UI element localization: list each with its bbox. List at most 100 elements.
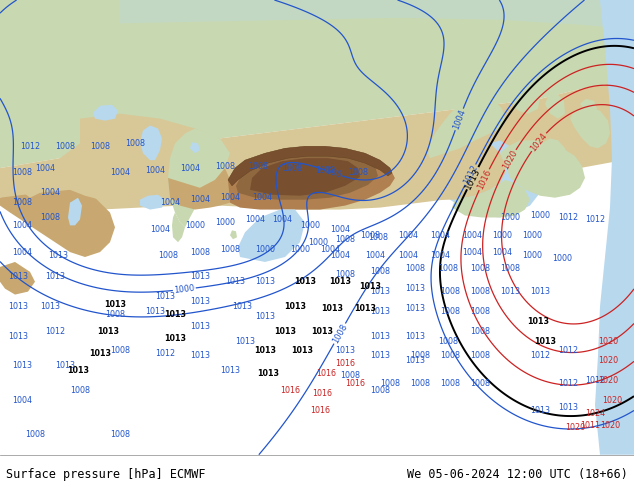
Polygon shape xyxy=(0,79,634,210)
Text: 1004: 1004 xyxy=(398,231,418,240)
Polygon shape xyxy=(20,114,230,200)
Text: 1000: 1000 xyxy=(522,250,542,260)
Text: 1008: 1008 xyxy=(440,351,460,360)
Text: 1008: 1008 xyxy=(470,307,490,316)
Text: 1012: 1012 xyxy=(585,376,605,385)
Text: 1013: 1013 xyxy=(235,337,255,345)
Text: 1013: 1013 xyxy=(145,307,165,316)
Polygon shape xyxy=(140,125,162,160)
Text: 1008: 1008 xyxy=(125,139,145,148)
Text: 1012: 1012 xyxy=(530,351,550,360)
Text: 1000: 1000 xyxy=(173,284,195,295)
Text: 1008: 1008 xyxy=(438,265,458,273)
Text: 1008: 1008 xyxy=(158,250,178,260)
Text: 1008: 1008 xyxy=(12,169,32,177)
Text: 1008: 1008 xyxy=(70,386,90,395)
Text: 1004: 1004 xyxy=(12,247,32,257)
Text: 1000: 1000 xyxy=(552,254,572,264)
Text: 996: 996 xyxy=(325,166,342,180)
Polygon shape xyxy=(447,140,540,218)
Text: 1004: 1004 xyxy=(12,396,32,405)
Text: 1004: 1004 xyxy=(160,198,180,207)
Text: 1013: 1013 xyxy=(527,317,549,326)
Polygon shape xyxy=(0,262,35,294)
Text: 1013: 1013 xyxy=(67,366,89,375)
Polygon shape xyxy=(228,147,392,186)
Text: 1004: 1004 xyxy=(150,225,170,234)
Text: We 05-06-2024 12:00 UTC (18+66): We 05-06-2024 12:00 UTC (18+66) xyxy=(407,467,628,481)
Text: 1013: 1013 xyxy=(274,327,296,336)
Text: 1016: 1016 xyxy=(280,386,300,395)
Text: 1000: 1000 xyxy=(500,213,520,222)
Text: 1000: 1000 xyxy=(530,211,550,220)
Text: 1008: 1008 xyxy=(348,169,368,177)
Text: 1004: 1004 xyxy=(110,169,130,177)
Polygon shape xyxy=(0,190,115,257)
Text: 1013: 1013 xyxy=(405,332,425,341)
Text: 1013: 1013 xyxy=(12,361,32,370)
Polygon shape xyxy=(428,97,505,158)
Text: 1013: 1013 xyxy=(8,272,28,281)
Polygon shape xyxy=(452,180,530,218)
Text: 1008: 1008 xyxy=(40,213,60,222)
Text: 1013: 1013 xyxy=(190,272,210,281)
Text: 1013: 1013 xyxy=(8,332,28,341)
Polygon shape xyxy=(168,128,230,227)
Text: 1008: 1008 xyxy=(12,198,32,207)
Text: 1013: 1013 xyxy=(255,312,275,321)
Text: 1016: 1016 xyxy=(310,406,330,415)
Polygon shape xyxy=(0,0,120,158)
Text: 1008: 1008 xyxy=(440,307,460,316)
Text: 1013: 1013 xyxy=(155,292,175,301)
Polygon shape xyxy=(190,143,200,153)
Text: 1020: 1020 xyxy=(598,337,618,345)
Text: 1013: 1013 xyxy=(370,307,390,316)
Text: 1008: 1008 xyxy=(90,142,110,151)
Text: 1008: 1008 xyxy=(470,287,490,296)
Text: 1008: 1008 xyxy=(440,379,460,388)
Text: 1008: 1008 xyxy=(360,231,380,240)
Polygon shape xyxy=(0,0,634,30)
Text: 1008: 1008 xyxy=(220,245,240,254)
Text: 1012: 1012 xyxy=(20,142,40,151)
Text: 1008: 1008 xyxy=(335,270,355,279)
Text: 1013: 1013 xyxy=(48,250,68,260)
Text: 1013: 1013 xyxy=(370,287,390,296)
Text: 1013: 1013 xyxy=(257,369,279,378)
Text: 1016: 1016 xyxy=(312,389,332,398)
Text: 1004: 1004 xyxy=(12,221,32,230)
Text: 1008: 1008 xyxy=(55,142,75,151)
Polygon shape xyxy=(510,89,540,114)
Text: 1004: 1004 xyxy=(145,166,165,174)
Text: 1020: 1020 xyxy=(598,376,618,385)
Text: 1020: 1020 xyxy=(602,396,622,405)
Text: 1013: 1013 xyxy=(463,166,482,191)
Text: 1020: 1020 xyxy=(598,356,618,366)
Text: 1013: 1013 xyxy=(104,300,126,309)
Polygon shape xyxy=(236,152,378,200)
Text: 1008: 1008 xyxy=(110,346,130,355)
Text: 1016: 1016 xyxy=(476,168,493,191)
Text: 1013: 1013 xyxy=(294,277,316,286)
Text: 1013: 1013 xyxy=(354,304,376,313)
Polygon shape xyxy=(93,105,118,121)
Text: 1013: 1013 xyxy=(530,287,550,296)
Polygon shape xyxy=(172,213,185,242)
Text: 1013: 1013 xyxy=(284,302,306,311)
Text: 1000: 1000 xyxy=(300,221,320,230)
Text: 1008: 1008 xyxy=(438,337,458,345)
Polygon shape xyxy=(500,140,585,197)
Text: 1016: 1016 xyxy=(345,379,365,388)
Polygon shape xyxy=(547,74,560,91)
Text: 1012: 1012 xyxy=(585,215,605,224)
Text: Surface pressure [hPa] ECMWF: Surface pressure [hPa] ECMWF xyxy=(6,467,206,481)
Text: 1013: 1013 xyxy=(534,337,556,345)
Text: 1008: 1008 xyxy=(370,386,390,395)
Text: 1008: 1008 xyxy=(215,162,235,171)
Text: 1013: 1013 xyxy=(370,351,390,360)
Text: 1000: 1000 xyxy=(255,245,275,254)
Text: 1013: 1013 xyxy=(291,346,313,355)
Text: 1013: 1013 xyxy=(232,302,252,311)
Text: 1013: 1013 xyxy=(558,403,578,412)
Text: 1020: 1020 xyxy=(501,148,519,171)
